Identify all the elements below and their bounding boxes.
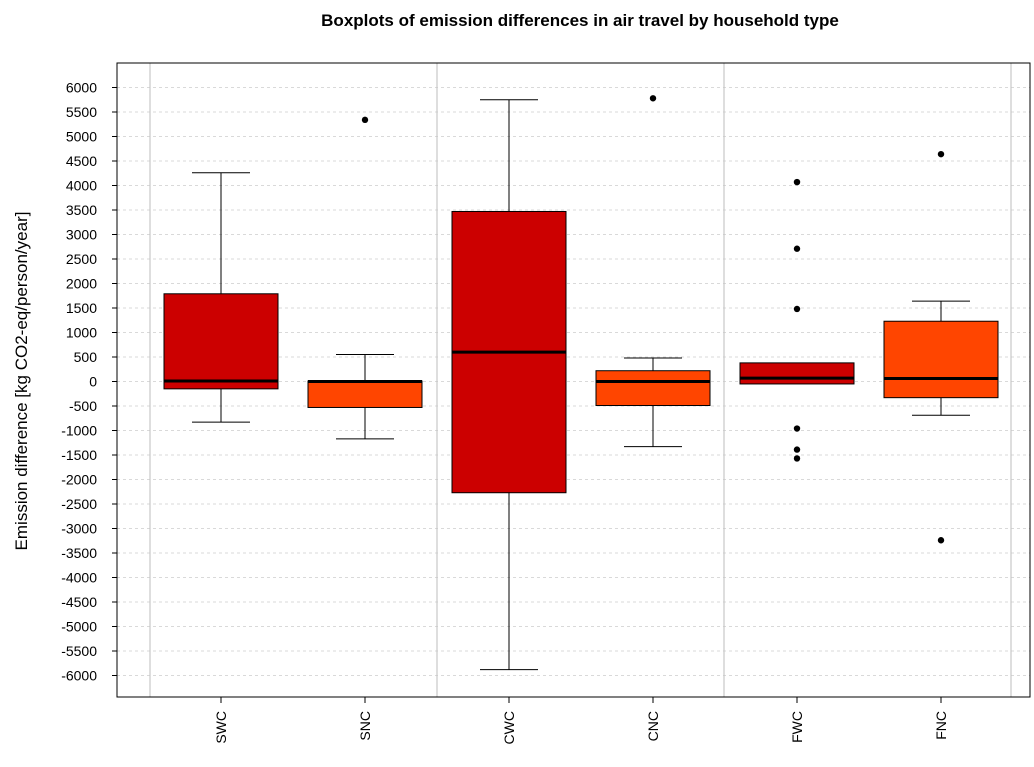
outlier-point xyxy=(793,245,801,252)
outlier-point xyxy=(361,116,369,124)
y-tick-label: 2000 xyxy=(66,276,97,292)
box-body xyxy=(595,370,711,407)
y-tick-label: -6000 xyxy=(61,668,97,684)
y-tick-label: 5500 xyxy=(66,104,97,120)
box-cnc: CNC xyxy=(595,95,711,741)
y-tick-label: 6000 xyxy=(66,80,97,96)
outlier-point xyxy=(793,425,801,432)
y-tick-label: 2500 xyxy=(66,251,97,267)
y-tick-label: -2000 xyxy=(61,472,97,488)
y-tick-label: 500 xyxy=(74,349,98,365)
chart-title: Boxplots of emission differences in air … xyxy=(321,11,839,30)
y-tick-label: -1000 xyxy=(61,423,97,439)
y-tick-label: -5000 xyxy=(61,619,97,635)
y-tick-label: 3500 xyxy=(66,202,97,218)
y-tick-label: -3500 xyxy=(61,545,97,561)
outlier-point xyxy=(793,446,801,453)
plot-area: 6000550050004500400035003000250020001500… xyxy=(61,62,1031,744)
y-tick-label: 1000 xyxy=(66,325,97,341)
outlier-point xyxy=(937,150,945,158)
y-tick-label: 0 xyxy=(89,374,97,390)
y-tick-label: 5000 xyxy=(66,129,97,145)
x-tick-label: SNC xyxy=(357,711,373,741)
x-tick-label: CWC xyxy=(501,711,517,744)
box-snc: SNC xyxy=(307,116,423,741)
y-tick-label: 1500 xyxy=(66,300,97,316)
y-tick-label: -3000 xyxy=(61,521,97,537)
box-swc: SWC xyxy=(163,172,279,744)
box-body xyxy=(163,293,279,390)
y-tick-label: 4000 xyxy=(66,178,97,194)
y-tick-label: -2500 xyxy=(61,496,97,512)
box-fwc: FWC xyxy=(739,178,855,743)
y-tick-label: -4500 xyxy=(61,594,97,610)
y-tick-label: 3000 xyxy=(66,227,97,243)
outlier-point xyxy=(937,537,945,544)
box-fnc: FNC xyxy=(883,150,999,740)
plot-border xyxy=(116,62,1031,698)
x-tick-label: FNC xyxy=(933,711,949,740)
y-tick-label: -500 xyxy=(69,398,97,414)
box-body xyxy=(739,362,855,385)
box-body xyxy=(883,320,999,399)
x-tick-label: SWC xyxy=(213,711,229,744)
y-tick-label: -4000 xyxy=(61,570,97,586)
y-axis-label: Emission difference [kg CO2-eq/person/ye… xyxy=(12,212,31,551)
y-tick-label: -1500 xyxy=(61,447,97,463)
outlier-point xyxy=(793,178,801,186)
box-cwc: CWC xyxy=(451,99,567,744)
box-body xyxy=(307,380,423,408)
x-tick-label: FWC xyxy=(789,711,805,743)
x-tick-label: CNC xyxy=(645,711,661,741)
y-tick-label: -5500 xyxy=(61,643,97,659)
outlier-point xyxy=(793,455,801,462)
y-tick-label: 4500 xyxy=(66,153,97,169)
outlier-point xyxy=(793,305,801,313)
outlier-point xyxy=(649,95,657,102)
